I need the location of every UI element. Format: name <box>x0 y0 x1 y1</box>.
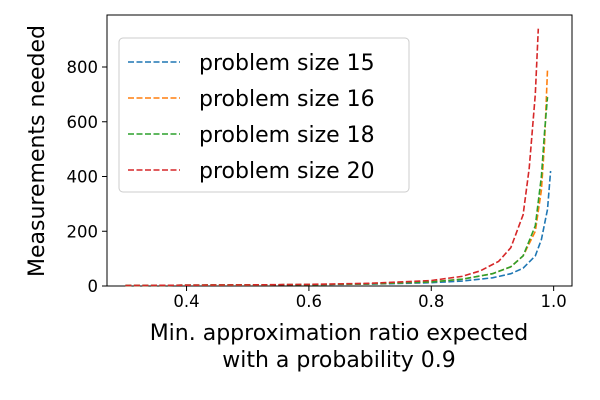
legend: problem size 15 problem size 16 problem si… <box>118 37 410 193</box>
y-axis-label: Measurements needed <box>25 25 50 277</box>
legend-box <box>118 37 410 193</box>
x-axis-label-line-2: with a probability 0.9 <box>222 348 456 373</box>
y-tick-label: 200 <box>67 222 99 241</box>
x-axis-label-line-1: Min. approximation ratio expected <box>150 321 529 346</box>
x-tick-label: 0.8 <box>418 292 444 311</box>
y-tick-label: 800 <box>67 58 99 77</box>
x-tick-label: 0.6 <box>296 292 322 311</box>
y-axis: 0 200 400 600 800 <box>67 58 107 296</box>
legend-label-4: problem size 20 <box>199 159 375 184</box>
x-axis: 0.4 0.6 0.8 1.0 <box>173 286 567 311</box>
y-tick-label: 400 <box>67 168 99 187</box>
legend-label-1: problem size 15 <box>199 51 375 76</box>
x-tick-label: 1.0 <box>541 292 567 311</box>
y-tick-label: 600 <box>67 113 99 132</box>
legend-label-2: problem size 16 <box>199 87 375 112</box>
series-layer <box>125 28 552 287</box>
legend-label-3: problem size 18 <box>199 123 375 148</box>
series-line-4 <box>125 28 540 287</box>
x-tick-label: 0.4 <box>173 292 199 311</box>
y-tick-label: 0 <box>88 277 99 296</box>
